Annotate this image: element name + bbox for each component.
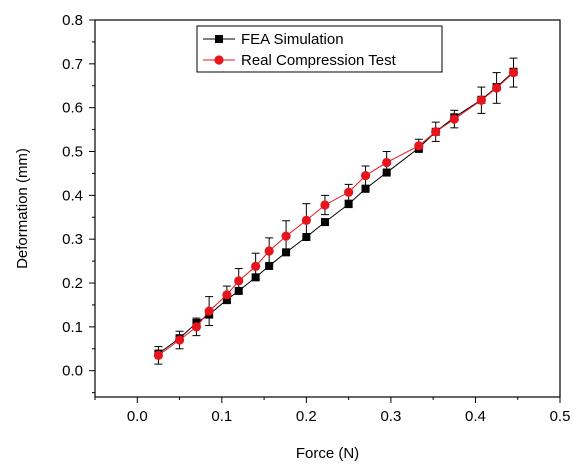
legend-label-0: FEA Simulation xyxy=(241,31,344,48)
data-point-circle xyxy=(491,83,502,93)
data-point-circle xyxy=(382,157,392,168)
y-tick-label: 0.2 xyxy=(62,275,83,292)
data-point-circle xyxy=(344,187,354,197)
data-point-circle xyxy=(449,114,459,124)
data-point-square xyxy=(344,200,353,209)
data-point-circle xyxy=(301,215,311,225)
x-tick-label: 0.0 xyxy=(127,408,148,425)
x-tick-label: 0.1 xyxy=(211,408,232,425)
data-point-circle xyxy=(234,276,244,286)
data-point-square xyxy=(282,248,291,257)
y-tick-label: 0.7 xyxy=(62,56,83,73)
x-tick-label: 0.5 xyxy=(550,408,571,425)
y-tick-label: 0.6 xyxy=(62,100,83,117)
data-point-circle xyxy=(251,261,261,271)
y-tick-label: 0.3 xyxy=(62,231,83,248)
data-point-circle xyxy=(476,95,486,105)
data-point-circle xyxy=(204,306,214,316)
data-point-circle xyxy=(264,246,274,256)
data-point-square xyxy=(361,184,370,193)
legend-label-1: Real Compression Test xyxy=(241,52,397,69)
data-point-circle xyxy=(153,350,164,360)
data-point-square xyxy=(320,218,329,227)
y-tick-label: 0.8 xyxy=(62,12,83,29)
x-axis-title: Force (N) xyxy=(296,445,359,462)
data-point-circle xyxy=(174,335,185,345)
data-point-circle xyxy=(191,322,202,332)
y-tick-label: 0.5 xyxy=(62,144,83,161)
y-tick-label: 0.1 xyxy=(62,319,83,336)
legend-marker-square xyxy=(215,35,223,43)
y-axis-title: Deformation (mm) xyxy=(14,148,31,269)
plot-frame xyxy=(94,19,561,398)
data-point-circle xyxy=(320,200,330,210)
data-point-circle xyxy=(281,231,291,241)
data-point-square xyxy=(265,261,274,270)
x-tick-label: 0.2 xyxy=(296,408,317,425)
data-point-circle xyxy=(508,68,519,78)
legend-marker-circle xyxy=(214,55,224,65)
x-tick-label: 0.4 xyxy=(465,408,486,425)
data-point-circle xyxy=(360,171,371,181)
legend-box xyxy=(196,25,443,73)
y-tick-label: 0.4 xyxy=(62,187,83,204)
y-tick-label: 0.0 xyxy=(62,363,83,380)
data-point-circle xyxy=(222,290,232,300)
x-tick-label: 0.3 xyxy=(380,408,401,425)
data-point-circle xyxy=(431,127,441,137)
data-point-circle xyxy=(414,141,424,151)
